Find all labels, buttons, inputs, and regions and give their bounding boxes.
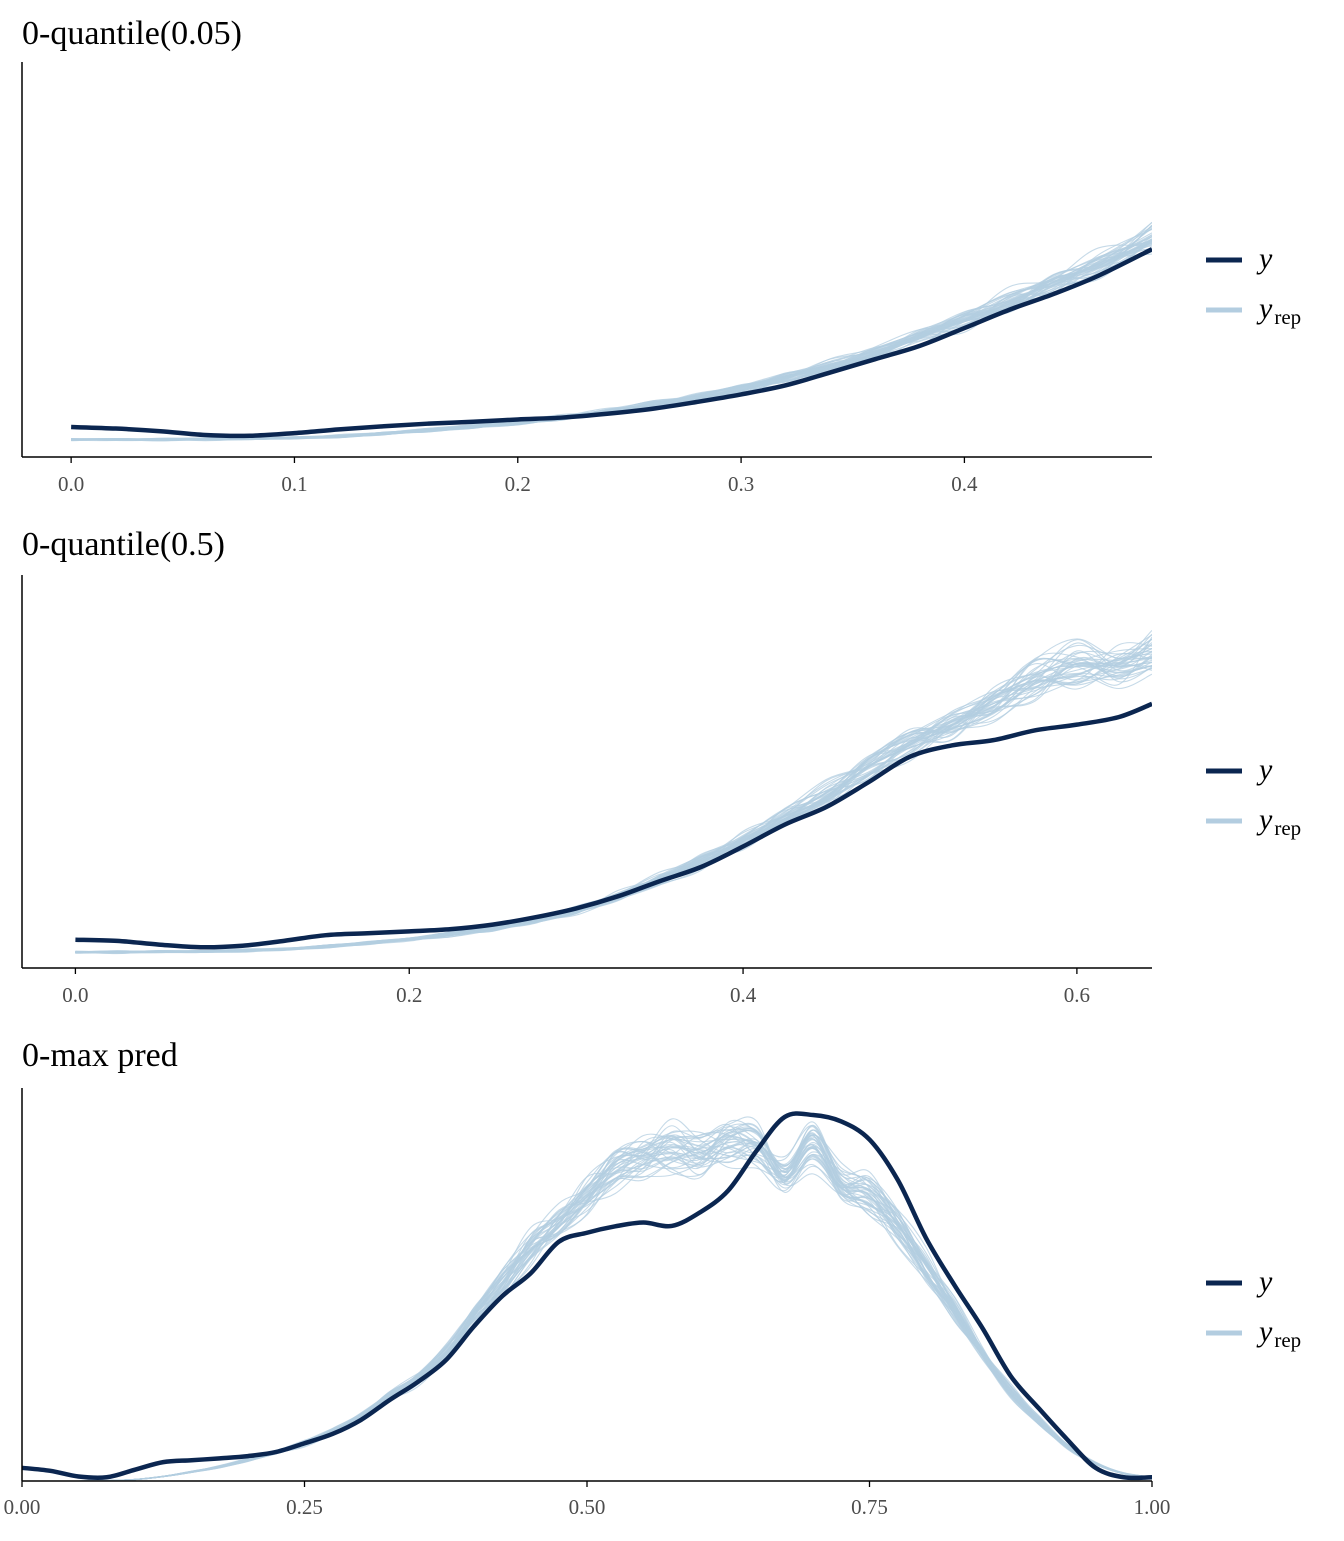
legend-yrep-label: yrep	[1256, 1315, 1301, 1352]
yrep-lines	[71, 221, 1152, 442]
yrep-line	[71, 240, 1152, 441]
yrep-line	[75, 657, 1152, 953]
yrep-line	[22, 1123, 1152, 1481]
legend: y yrep	[1206, 242, 1301, 329]
yrep-line	[75, 629, 1152, 953]
plot-area: 0.00 0.25 0.50 0.75 1.00	[4, 1088, 1171, 1519]
yrep-line	[75, 661, 1152, 954]
panel-max-pred: 0-max pred 0.00 0.25 0.50 0.75 1.00 y yrep	[4, 1037, 1302, 1519]
yrep-line	[22, 1126, 1152, 1481]
yrep-line	[22, 1127, 1152, 1481]
x-tick-label: 0.3	[728, 472, 754, 496]
x-tick-label: 0.75	[851, 1495, 888, 1519]
yrep-line	[22, 1124, 1152, 1481]
yrep-line	[75, 662, 1152, 954]
yrep-line	[71, 232, 1152, 441]
yrep-line	[75, 634, 1152, 954]
yrep-line	[22, 1121, 1152, 1481]
y-line	[75, 701, 1152, 950]
x-tick-label: 0.1	[281, 472, 307, 496]
yrep-line	[71, 222, 1152, 441]
x-tick-label: 0.0	[58, 472, 84, 496]
yrep-line	[22, 1131, 1152, 1481]
x-tick-label: 1.00	[1134, 1495, 1171, 1519]
x-tick-label: 0.2	[396, 983, 422, 1007]
panel-title: 0-quantile(0.05)	[22, 15, 242, 52]
yrep-line	[22, 1125, 1152, 1481]
yrep-line	[22, 1119, 1152, 1481]
plot-area: 0.0 0.1 0.2 0.3 0.4	[21, 62, 1152, 496]
y-line	[22, 1111, 1152, 1481]
x-tick-label: 0.4	[951, 472, 978, 496]
plot-area: 0.0 0.2 0.4 0.6	[21, 575, 1152, 1007]
panel-title: 0-quantile(0.5)	[22, 526, 225, 563]
x-tick-label: 0.25	[286, 1495, 323, 1519]
legend-yrep-label: yrep	[1256, 803, 1301, 840]
yrep-line	[75, 633, 1152, 954]
yrep-line	[22, 1142, 1152, 1481]
yrep-line	[75, 639, 1152, 953]
x-tick-label: 0.2	[505, 472, 531, 496]
yrep-lines	[22, 1116, 1152, 1481]
x-tick-label: 0.6	[1064, 983, 1090, 1007]
yrep-line	[22, 1127, 1152, 1481]
yrep-line	[75, 642, 1152, 954]
yrep-line	[75, 636, 1152, 953]
legend-yrep-label: yrep	[1256, 292, 1301, 329]
yrep-lines	[75, 629, 1152, 955]
yrep-line	[75, 638, 1152, 954]
yrep-line	[22, 1126, 1152, 1481]
yrep-line	[22, 1126, 1152, 1481]
x-tick-label: 0.4	[730, 983, 757, 1007]
legend-y-label: y	[1256, 753, 1273, 786]
yrep-line	[75, 647, 1152, 954]
yrep-line	[75, 638, 1152, 954]
panel-quantile-005: 0-quantile(0.05) 0.0 0.1 0.2 0.3 0.4 y yrep	[21, 15, 1301, 496]
yrep-line	[71, 221, 1152, 441]
yrep-line	[75, 644, 1152, 953]
x-tick-label: 0.50	[569, 1495, 606, 1519]
yrep-line	[75, 638, 1152, 953]
legend: y yrep	[1206, 1265, 1301, 1352]
yrep-line	[71, 228, 1152, 441]
panel-title: 0-max pred	[22, 1037, 178, 1074]
yrep-line	[22, 1116, 1152, 1481]
yrep-line	[22, 1123, 1152, 1481]
legend-y-label: y	[1256, 1265, 1273, 1298]
yrep-line	[75, 638, 1152, 954]
yrep-line	[75, 642, 1152, 954]
y-line	[71, 247, 1152, 439]
yrep-line	[71, 244, 1152, 441]
yrep-line	[22, 1118, 1152, 1481]
panel-quantile-05: 0-quantile(0.5) 0.0 0.2 0.4 0.6 y yrep	[21, 526, 1301, 1007]
yrep-line	[22, 1131, 1152, 1481]
legend: y yrep	[1206, 753, 1301, 840]
legend-y-label: y	[1256, 242, 1273, 275]
x-tick-label: 0.00	[4, 1495, 41, 1519]
x-tick-label: 0.0	[62, 983, 88, 1007]
